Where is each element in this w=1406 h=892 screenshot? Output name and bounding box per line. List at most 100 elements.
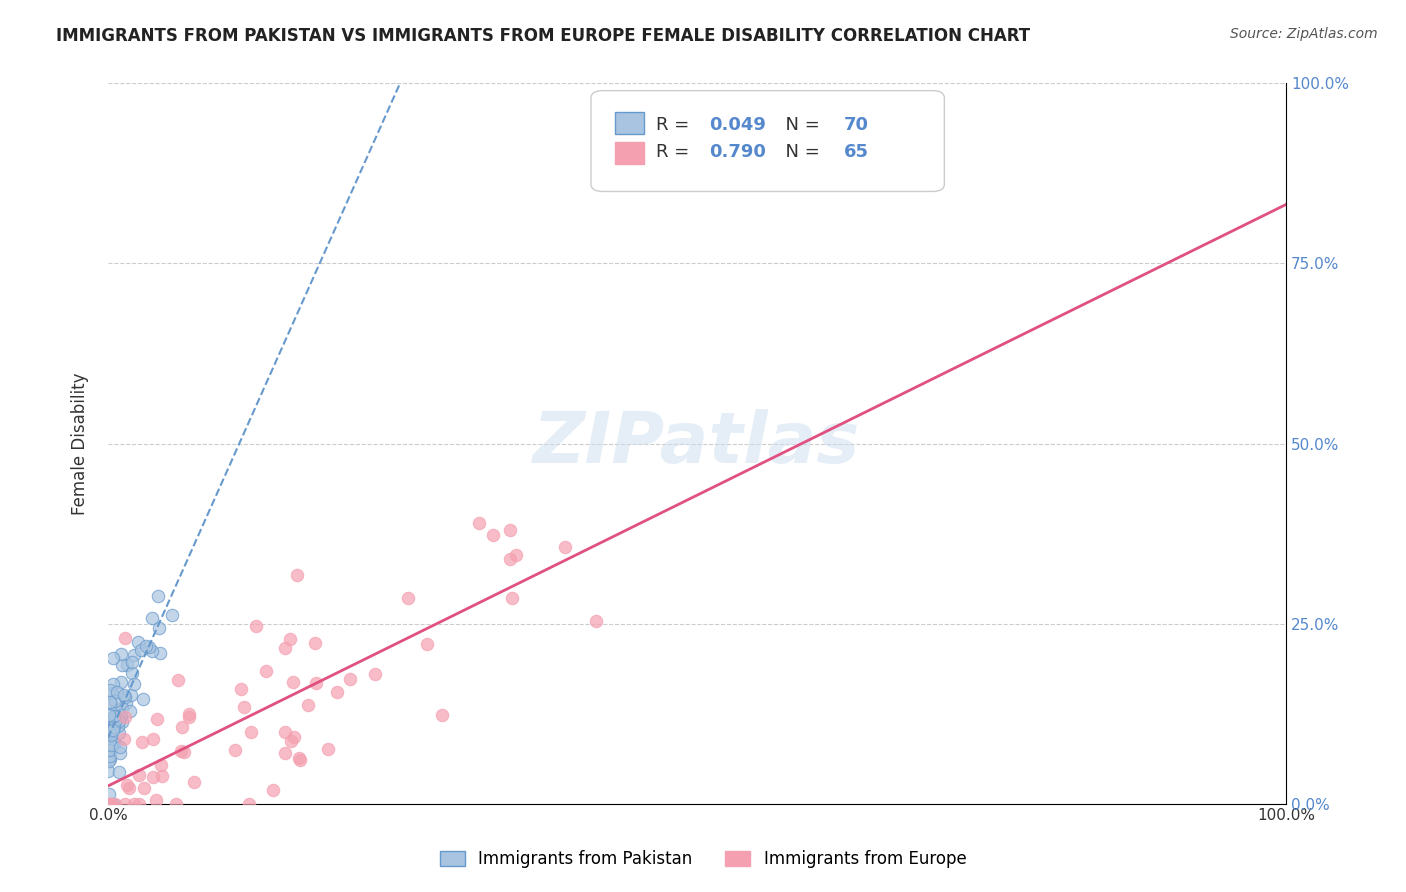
- Immigrants from Pakistan: [100, 723, 122, 737]
- Immigrants from Europe: [274, 725, 297, 739]
- Immigrants from Pakistan: [141, 611, 163, 625]
- Immigrants from Europe: [396, 591, 419, 605]
- Immigrants from Europe: [554, 540, 576, 554]
- Text: Source: ZipAtlas.com: Source: ZipAtlas.com: [1230, 27, 1378, 41]
- Immigrants from Europe: [339, 672, 361, 686]
- Immigrants from Pakistan: [107, 714, 129, 729]
- Text: N =: N =: [773, 116, 825, 134]
- Immigrants from Europe: [183, 774, 205, 789]
- Immigrants from Europe: [432, 708, 454, 723]
- Immigrants from Pakistan: [101, 714, 124, 729]
- Immigrants from Pakistan: [97, 764, 120, 779]
- Y-axis label: Female Disability: Female Disability: [72, 372, 89, 515]
- Immigrants from Pakistan: [121, 666, 143, 681]
- Immigrants from Pakistan: [100, 736, 122, 750]
- Immigrants from Pakistan: [98, 714, 121, 729]
- Immigrants from Europe: [305, 675, 328, 690]
- Immigrants from Europe: [232, 700, 254, 714]
- Immigrants from Pakistan: [98, 723, 121, 737]
- Immigrants from Europe: [304, 636, 326, 650]
- Immigrants from Europe: [231, 681, 253, 696]
- Immigrants from Europe: [177, 710, 200, 724]
- Immigrants from Europe: [166, 673, 188, 687]
- Text: R =: R =: [655, 143, 695, 161]
- Immigrants from Pakistan: [135, 640, 157, 654]
- Immigrants from Pakistan: [118, 704, 141, 718]
- Immigrants from Pakistan: [104, 714, 127, 729]
- Immigrants from Europe: [245, 618, 267, 632]
- Immigrants from Pakistan: [100, 686, 122, 700]
- Immigrants from Pakistan: [101, 797, 124, 811]
- Text: 0.790: 0.790: [709, 143, 766, 161]
- Immigrants from Europe: [114, 631, 136, 645]
- Immigrants from Pakistan: [98, 754, 121, 768]
- Immigrants from Europe: [364, 667, 387, 681]
- Immigrants from Pakistan: [111, 701, 134, 715]
- Immigrants from Pakistan: [110, 647, 132, 661]
- Immigrants from Europe: [145, 793, 167, 807]
- Immigrants from Pakistan: [120, 688, 142, 702]
- Immigrants from Europe: [290, 753, 312, 767]
- Immigrants from Europe: [240, 724, 263, 739]
- Immigrants from Pakistan: [127, 635, 149, 649]
- Immigrants from Pakistan: [114, 690, 136, 705]
- Text: 65: 65: [844, 143, 869, 161]
- Immigrants from Europe: [177, 706, 200, 721]
- Immigrants from Europe: [170, 720, 193, 734]
- Immigrants from Pakistan: [103, 720, 125, 734]
- Immigrants from Europe: [98, 797, 121, 811]
- Immigrants from Europe: [325, 685, 347, 699]
- Immigrants from Europe: [499, 552, 522, 566]
- Immigrants from Europe: [505, 548, 527, 562]
- Immigrants from Europe: [100, 797, 122, 811]
- Immigrants from Pakistan: [132, 691, 155, 706]
- Immigrants from Pakistan: [100, 738, 122, 752]
- Immigrants from Europe: [287, 751, 309, 765]
- Immigrants from Pakistan: [97, 722, 120, 736]
- Immigrants from Europe: [142, 770, 165, 784]
- Immigrants from Pakistan: [97, 743, 120, 757]
- Immigrants from Europe: [112, 732, 135, 747]
- Immigrants from Europe: [468, 516, 491, 530]
- Immigrants from Europe: [146, 712, 169, 726]
- Immigrants from Pakistan: [110, 674, 132, 689]
- Immigrants from Pakistan: [108, 739, 131, 754]
- Immigrants from Pakistan: [146, 590, 169, 604]
- Immigrants from Pakistan: [98, 748, 121, 763]
- Immigrants from Europe: [114, 797, 136, 811]
- Immigrants from Pakistan: [122, 677, 145, 691]
- Immigrants from Pakistan: [108, 747, 131, 761]
- Immigrants from Europe: [482, 527, 505, 541]
- Immigrants from Pakistan: [110, 714, 132, 729]
- Immigrants from Europe: [142, 732, 165, 747]
- Immigrants from Pakistan: [101, 723, 124, 737]
- Immigrants from Pakistan: [103, 736, 125, 750]
- Immigrants from Europe: [238, 797, 260, 811]
- Immigrants from Europe: [134, 780, 156, 795]
- Immigrants from Pakistan: [98, 695, 121, 709]
- Immigrants from Europe: [115, 778, 138, 792]
- Immigrants from Europe: [122, 797, 145, 811]
- Immigrants from Europe: [274, 641, 297, 656]
- Immigrants from Pakistan: [100, 741, 122, 756]
- Immigrants from Pakistan: [148, 646, 170, 660]
- Immigrants from Pakistan: [97, 787, 120, 801]
- Immigrants from Pakistan: [138, 640, 160, 655]
- Immigrants from Europe: [283, 675, 305, 690]
- Immigrants from Europe: [128, 797, 150, 811]
- Immigrants from Pakistan: [103, 720, 125, 734]
- Immigrants from Europe: [415, 637, 437, 651]
- Immigrants from Pakistan: [105, 703, 128, 717]
- FancyBboxPatch shape: [614, 112, 644, 134]
- Immigrants from Pakistan: [97, 722, 120, 736]
- Immigrants from Europe: [501, 591, 523, 606]
- Immigrants from Europe: [152, 769, 174, 783]
- Immigrants from Pakistan: [124, 648, 146, 662]
- Immigrants from Europe: [170, 744, 193, 758]
- Immigrants from Pakistan: [105, 709, 128, 723]
- Immigrants from Pakistan: [100, 728, 122, 742]
- Immigrants from Pakistan: [112, 688, 135, 702]
- Immigrants from Pakistan: [108, 726, 131, 740]
- Immigrants from Europe: [262, 783, 284, 797]
- Text: 70: 70: [844, 116, 869, 134]
